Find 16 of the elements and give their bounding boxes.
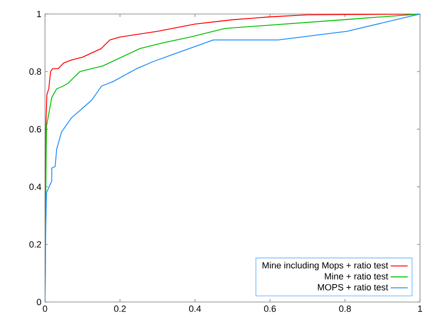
legend-label: MOPS + ratio test: [318, 284, 388, 290]
x-tick-label: 0: [42, 306, 48, 312]
y-tick-label: 0.4: [29, 184, 42, 190]
legend-label: Mine + ratio test: [324, 272, 388, 280]
x-tick-label: 1: [418, 306, 422, 312]
line-series: [45, 14, 420, 302]
y-tick-label: 1: [37, 10, 42, 18]
x-tick-label: 0.4: [189, 306, 201, 312]
x-tick-label: 0.2: [114, 306, 126, 312]
y-tick-label: 0.8: [29, 68, 42, 75]
x-tick-label: 0.6: [264, 306, 276, 312]
y-tick-label: 0.2: [29, 241, 42, 248]
y-tick-label: 0: [36, 298, 42, 306]
x-tick-label: 0.8: [339, 306, 351, 312]
legend-label: Mine including Mops + ratio test: [262, 262, 388, 270]
y-tick-label: 0.6: [29, 126, 42, 132]
